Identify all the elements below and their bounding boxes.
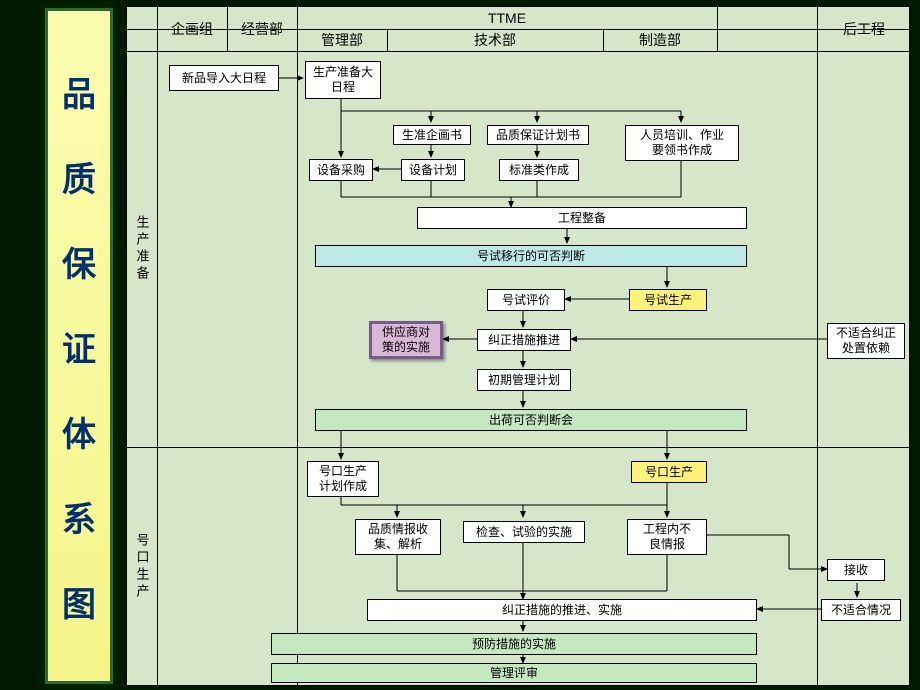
node-trialjudge: 号试移行的可否判断 [315,245,747,267]
node-trialprod: 号试生产 [629,289,707,311]
page-number: 5 [879,656,888,674]
slide: 品 质 保 证 体 系 图 企画组 经营部 TTME 管理部 技术部 制造部 后… [30,6,910,686]
title-char: 质 [62,152,96,201]
node-supplier: 供应商对 策的实施 [369,321,443,359]
grid-line [297,7,298,687]
flowchart-area: 企画组 经营部 TTME 管理部 技术部 制造部 后工程 生产准备 号口生产 [126,6,910,686]
grid-line [127,447,911,448]
grid-line [127,51,911,52]
node-equipbuy: 设备采购 [309,159,373,181]
node-trialeval: 号试评价 [487,289,565,311]
col-header: 企画组 [157,7,227,51]
node-plan: 生准企画书 [393,125,471,145]
title-char: 品 [62,67,96,116]
node-train: 人员培训、作业 要领书作成 [625,125,739,161]
node-engprep: 工程整备 [417,207,747,229]
node-shipjudge: 出荷可否判断会 [315,409,747,431]
title-char: 图 [62,577,96,626]
node-qinfo: 品质情报收 集、解析 [355,519,441,555]
node-initmgmt: 初期管理计划 [477,369,571,391]
grid-line [157,7,158,687]
node-equipplan: 设备计划 [401,159,465,181]
row-label: 生产准备 [127,51,157,447]
title-char: 系 [62,492,96,541]
title-char: 证 [62,322,96,371]
grid-line [717,29,718,51]
node-prevent: 预防措施的实施 [271,633,757,655]
node-prep: 生产准备大 日程 [305,61,381,99]
title-panel: 品 质 保 证 体 系 图 [45,8,113,684]
row-label: 号口生产 [127,447,157,687]
node-noncon2: 不适合情况 [821,599,901,621]
title-char: 保 [62,237,96,286]
node-massplan: 号口生产 计划作成 [307,461,379,497]
col-header-group: TTME [297,7,717,29]
node-receive: 接收 [827,559,885,581]
grid-line [817,7,818,687]
node-noncon1: 不适合纠正 处置依赖 [827,323,905,359]
node-massprod: 号口生产 [631,461,707,483]
col-header: 经营部 [227,7,297,51]
node-inproc: 工程内不 良情报 [627,519,707,555]
col-header: 管理部 [297,29,387,51]
node-std: 标准类作成 [499,159,579,181]
node-qplan: 品质保证计划书 [487,125,589,145]
col-header: 后工程 [817,7,911,51]
title-char: 体 [62,407,96,456]
grid-line [717,7,718,29]
node-inspect: 检查、试验的实施 [463,521,585,543]
node-correct2: 纠正措施的推进、实施 [367,599,757,621]
node-review: 管理评审 [271,663,757,683]
node-newprod: 新品导入大日程 [169,65,279,91]
node-correct: 纠正措施推进 [477,329,571,351]
col-header: 技术部 [387,29,603,51]
col-header: 制造部 [603,29,717,51]
